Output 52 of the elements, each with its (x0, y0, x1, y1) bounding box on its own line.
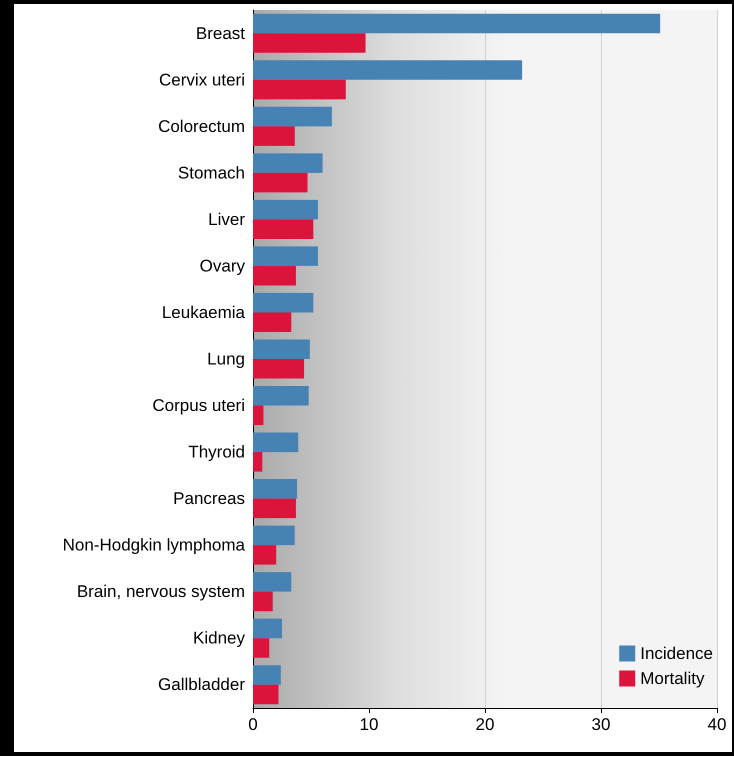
bar (253, 665, 281, 685)
y-tick-label: Liver (208, 210, 246, 229)
x-tick-label: 20 (476, 715, 494, 734)
bar (253, 618, 282, 638)
bar (253, 638, 270, 658)
y-tick-label: Thyroid (188, 442, 245, 462)
bar (253, 292, 314, 312)
y-tick-label: Kidney (193, 628, 246, 648)
bar (253, 14, 660, 34)
bar (253, 246, 318, 266)
bar (253, 200, 318, 220)
legend-label: Mortality (640, 669, 705, 688)
bar (253, 526, 295, 546)
y-tick-label: Ovary (200, 256, 246, 276)
bar (253, 60, 522, 80)
bar (253, 153, 323, 173)
y-tick-label: Leukaemia (162, 302, 246, 322)
bar (253, 339, 310, 359)
y-tick-label: Corpus uteri (152, 396, 245, 416)
y-tick-label: Colorectum (158, 116, 245, 136)
bar (253, 479, 298, 499)
y-tick-label: Pancreas (173, 489, 245, 508)
bar (253, 312, 292, 332)
bar (253, 545, 276, 565)
y-tick-label: Lung (207, 350, 245, 368)
bar (253, 432, 298, 452)
bar (253, 219, 314, 239)
bar (253, 172, 308, 192)
bar (253, 406, 264, 426)
bar (253, 106, 332, 126)
bar (253, 592, 273, 612)
bar (253, 572, 292, 592)
x-tick-label: 10 (360, 715, 378, 734)
bar (253, 386, 309, 406)
y-tick-label: Cervix uteri (159, 70, 245, 90)
bar (253, 33, 366, 53)
y-tick-label: Breast (196, 24, 246, 43)
bar (253, 266, 296, 286)
bar (253, 80, 346, 100)
x-tick-label: 0 (248, 715, 258, 734)
y-tick-label: Stomach (178, 163, 245, 182)
bar (253, 126, 295, 146)
bar (253, 498, 296, 518)
y-tick-label: Non-Hodgkin lymphoma (62, 536, 246, 555)
bar (253, 452, 262, 472)
x-tick-label: 40 (708, 715, 726, 734)
bar (253, 684, 279, 704)
y-tick-label: Gallbladder (158, 675, 246, 694)
x-tick-label: 30 (592, 715, 610, 734)
legend-label: Incidence (640, 644, 714, 663)
y-tick-label: Brain, nervous system (76, 582, 245, 602)
bar (253, 359, 304, 379)
